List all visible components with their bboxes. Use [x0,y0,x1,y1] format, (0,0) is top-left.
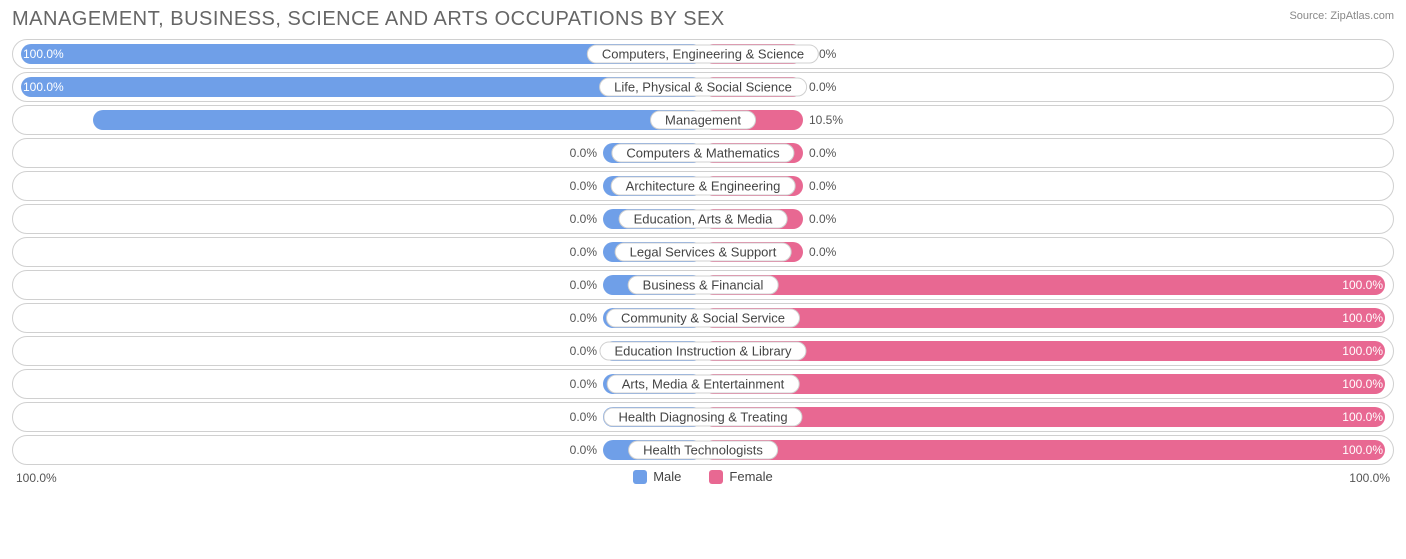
chart-row: 0.0% 0.0% Legal Services & Support [12,237,1394,267]
chart-row: 0.0% 100.0% Arts, Media & Entertainment [12,369,1394,399]
chart-row: 0.0% 0.0% Architecture & Engineering [12,171,1394,201]
male-value: 100.0% [23,47,64,61]
chart-row: 0.0% 0.0% Education, Arts & Media [12,204,1394,234]
female-value: 100.0% [1342,410,1383,424]
chart-row: 0.0% 0.0% Computers & Mathematics [12,138,1394,168]
female-bar [703,308,1385,328]
female-value: 0.0% [809,80,836,94]
male-swatch [633,470,647,484]
female-bar [703,275,1385,295]
legend: Male Female [12,469,1394,484]
axis-left-label: 100.0% [16,471,57,485]
female-value: 100.0% [1342,344,1383,358]
female-value: 100.0% [1342,377,1383,391]
male-bar [93,110,703,130]
male-value: 0.0% [570,311,597,325]
male-value: 0.0% [570,443,597,457]
chart-row: 0.0% 100.0% Health Technologists [12,435,1394,465]
source-label: Source: [1289,10,1327,22]
category-label: Computers, Engineering & Science [587,45,819,64]
female-value: 100.0% [1342,311,1383,325]
female-value: 0.0% [809,212,836,226]
category-label: Community & Social Service [606,309,800,328]
chart-container: MANAGEMENT, BUSINESS, SCIENCE AND ARTS O… [0,0,1406,559]
source-name: ZipAtlas.com [1330,10,1394,22]
chart-title: MANAGEMENT, BUSINESS, SCIENCE AND ARTS O… [12,8,725,31]
chart-header: MANAGEMENT, BUSINESS, SCIENCE AND ARTS O… [12,8,1394,31]
category-label: Health Diagnosing & Treating [603,408,802,427]
chart-row: 100.0% 0.0%Life, Physical & Social Scienc… [12,72,1394,102]
female-bar [703,440,1385,460]
axis-right-label: 100.0% [1349,471,1390,485]
male-value: 0.0% [570,278,597,292]
category-label: Computers & Mathematics [611,144,794,163]
male-value: 100.0% [23,80,64,94]
male-value: 0.0% [570,410,597,424]
male-value: 0.0% [570,212,597,226]
category-label: Life, Physical & Social Science [599,78,807,97]
source-attribution: Source: ZipAtlas.com [1289,8,1394,22]
legend-male-label: Male [653,469,681,484]
male-value: 0.0% [570,344,597,358]
chart-row: 0.0% 100.0% Health Diagnosing & Treating [12,402,1394,432]
female-bar [703,407,1385,427]
category-label: Management [650,111,756,130]
female-value: 100.0% [1342,443,1383,457]
female-swatch [709,470,723,484]
chart-row: 89.5% 10.5% Management [12,105,1394,135]
category-label: Education, Arts & Media [619,210,788,229]
category-label: Education Instruction & Library [599,342,806,361]
chart-row: 0.0% 100.0% Community & Social Service [12,303,1394,333]
female-value: 0.0% [809,179,836,193]
female-value: 10.5% [809,113,843,127]
female-value: 100.0% [1342,278,1383,292]
male-value: 0.0% [570,377,597,391]
legend-item-male: Male [633,469,681,484]
male-value: 0.0% [570,245,597,259]
chart-rows: 100.0% 0.0% Computers, Engineering & Scien… [12,39,1394,465]
category-label: Arts, Media & Entertainment [607,375,800,394]
category-label: Health Technologists [628,441,778,460]
legend-female-label: Female [729,469,772,484]
chart-row: 100.0%0.0%Computers, Engineering & Scien… [12,39,1394,69]
category-label: Business & Financial [628,276,779,295]
male-value: 0.0% [570,146,597,160]
male-value: 89.5% [23,113,57,127]
chart-row: 0.0% 100.0% Business & Financial [12,270,1394,300]
category-label: Architecture & Engineering [611,177,796,196]
male-value: 0.0% [570,179,597,193]
legend-item-female: Female [709,469,772,484]
female-bar [703,374,1385,394]
female-value: 0.0% [809,146,836,160]
chart-row: 0.0% 100.0% Education Instruction & Librar… [12,336,1394,366]
female-value: 0.0% [809,245,836,259]
category-label: Legal Services & Support [615,243,792,262]
